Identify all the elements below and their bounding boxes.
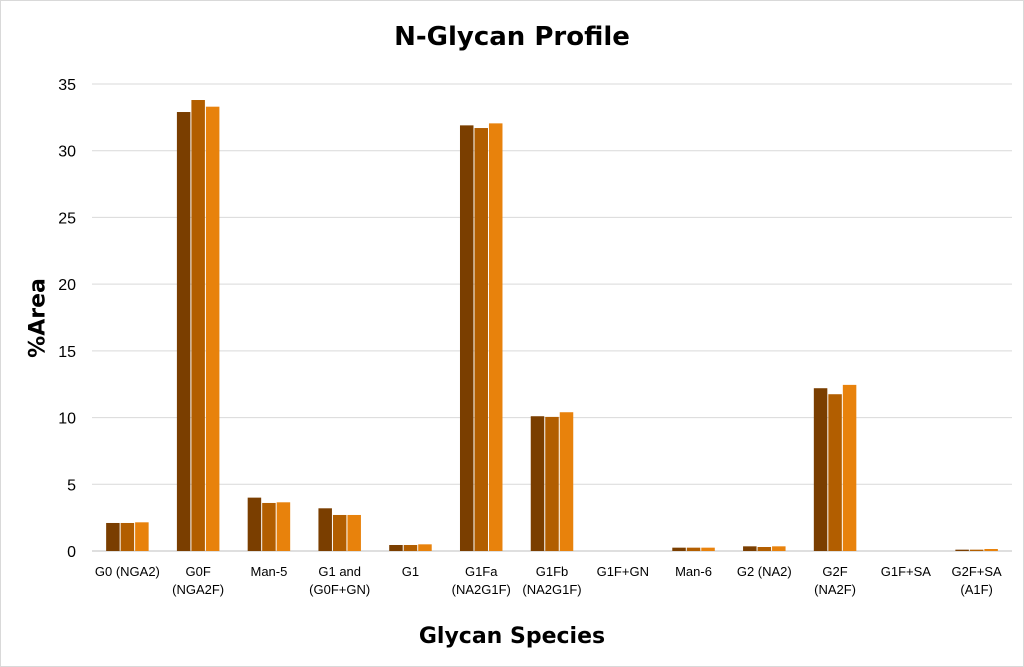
category-label: G2F+SA xyxy=(952,564,1003,579)
bar xyxy=(262,502,276,551)
bar xyxy=(828,394,842,551)
category-label: (NGA2F) xyxy=(172,582,224,597)
category-label: G1Fa xyxy=(465,564,498,579)
bar xyxy=(743,546,757,551)
bar xyxy=(459,125,474,551)
category-label: G2 (NA2) xyxy=(737,564,792,579)
bar xyxy=(686,547,701,551)
y-tick-labels: 0 5 10 15 20 25 30 35 xyxy=(58,77,76,561)
y-tick-label: 15 xyxy=(58,344,76,361)
category-label: (G0F+GN) xyxy=(309,582,370,597)
category-label: G1Fb xyxy=(536,564,569,579)
category-label: (NA2G1F) xyxy=(522,582,581,597)
bar xyxy=(176,112,191,552)
y-tick-label: 30 xyxy=(58,144,76,161)
bar xyxy=(106,522,120,551)
bar xyxy=(969,549,984,551)
bar xyxy=(191,100,205,552)
bar xyxy=(559,412,574,551)
bar xyxy=(545,416,559,551)
category-label: G0F xyxy=(186,564,211,579)
bar xyxy=(205,106,220,551)
bar xyxy=(474,128,488,551)
y-tick-label: 0 xyxy=(67,544,76,561)
bar xyxy=(813,388,828,551)
bar xyxy=(332,514,347,551)
category-label: Man-6 xyxy=(675,564,712,579)
x-axis-label: Glycan Species xyxy=(418,624,606,649)
bar xyxy=(135,522,149,551)
y-tick-label: 35 xyxy=(58,77,76,94)
category-label: (NA2F) xyxy=(814,582,856,597)
bar xyxy=(247,497,262,551)
bar xyxy=(120,522,135,551)
bar xyxy=(347,514,361,551)
bar xyxy=(672,547,686,551)
bar xyxy=(842,384,857,551)
bar xyxy=(757,546,772,551)
bar xyxy=(955,549,969,551)
bar xyxy=(530,416,545,551)
category-label: G2F xyxy=(822,564,847,579)
category-label: G1 xyxy=(402,564,419,579)
bar xyxy=(772,546,786,551)
category-labels: G0 (NGA2) G0F (NGA2F) Man-5 G1 and (G0F+GN) G1… xyxy=(95,564,1002,597)
category-label: Man-5 xyxy=(250,564,287,579)
y-tick-label: 25 xyxy=(58,210,76,227)
bars xyxy=(106,100,998,552)
category-label: G1 and xyxy=(318,564,361,579)
category-label: G1F+GN xyxy=(597,564,649,579)
category-label: G1F+SA xyxy=(881,564,932,579)
category-label: G0 (NGA2) xyxy=(95,564,160,579)
y-tick-label: 10 xyxy=(58,411,76,428)
bar xyxy=(418,544,432,551)
y-tick-label: 5 xyxy=(67,477,76,494)
bar xyxy=(701,547,715,551)
bar xyxy=(488,123,503,552)
bar xyxy=(389,544,403,551)
bar xyxy=(318,508,332,551)
category-label: (NA2G1F) xyxy=(452,582,511,597)
category-label: (A1F) xyxy=(960,582,993,597)
y-tick-label: 20 xyxy=(58,277,76,294)
bar xyxy=(403,544,418,551)
chart-title: N-Glycan Profile xyxy=(394,22,630,52)
bar xyxy=(984,548,998,551)
bar xyxy=(276,502,291,551)
